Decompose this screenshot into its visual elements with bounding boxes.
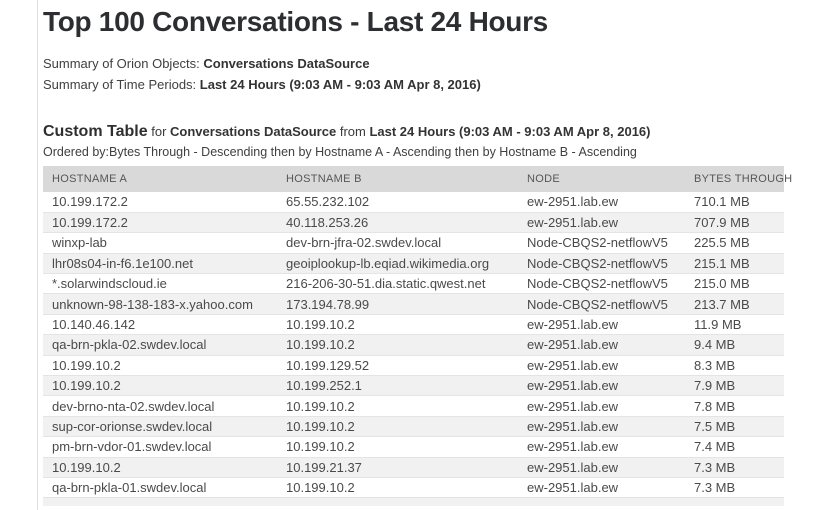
table-cell: 707.9 MB [685,212,784,234]
table-cell: Node-CBQS2-netflowV5 [518,293,685,315]
table-cell: ew-2951.lab.ew [518,375,685,397]
table-cell: 7.8 MB [685,395,784,417]
table-header-row: HOSTNAME A HOSTNAME B NODE BYTES THROUGH [43,166,792,192]
table-body: 10.199.172.2 65.55.232.102 ew-2951.lab.ew 7… [43,192,784,499]
column-header: HOSTNAME A [43,166,277,192]
table-cell: 7.5 MB [685,416,784,438]
table-row: dev-brno-nta-02.swdev.local 10.199.10.2 ew… [43,395,784,417]
table-row: lhr08s04-in-f6.1e100.net geoiplookup-lb.e… [43,253,784,275]
page-title: Top 100 Conversations - Last 24 Hours [43,6,548,37]
table-cell: unknown-98-138-183-x.yahoo.com [43,293,277,315]
table-cell: ew-2951.lab.ew [518,436,685,458]
summary-orion-objects-value: Conversations DataSource [203,56,370,71]
table-cell: dev-brn-jfra-02.swdev.local [277,232,518,254]
table-cell: ew-2951.lab.ew [518,395,685,417]
summary-time-periods-value: Last 24 Hours (9:03 AM - 9:03 AM Apr 8, … [199,77,481,92]
table-cell: dev-brno-nta-02.swdev.local [43,395,277,417]
table-cell: ew-2951.lab.ew [518,477,685,499]
table-cell: winxp-lab [43,232,277,254]
table-cell: 40.118.253.26 [277,212,518,234]
table-cell: 7.4 MB [685,436,784,458]
custom-table-heading-from: from [339,124,366,139]
table-cell: ew-2951.lab.ew [518,192,685,213]
table-cell: 10.199.10.2 [277,334,518,356]
table-cell: 710.1 MB [685,192,784,213]
table-row: pm-brn-vdor-01.swdev.local 10.199.10.2 ew-… [43,436,784,458]
column-header: BYTES THROUGH [685,166,792,192]
table-cell: 11.9 MB [685,314,784,336]
table-cell: pm-brn-vdor-01.swdev.local [43,436,277,458]
report-content-panel: Top 100 Conversations - Last 24 Hours Su… [37,0,816,510]
summary-orion-objects-label: Summary of Orion Objects: [43,56,200,71]
custom-table-heading-datasource: Conversations DataSource [170,124,337,139]
table-cell: qa-brn-pkla-01.swdev.local [43,477,277,499]
custom-table-heading-title: Custom Table [43,123,148,140]
table-cell: sup-cor-orionse.swdev.local [43,416,277,438]
table-cell: 10.199.129.52 [277,355,518,377]
table-cell: lhr08s04-in-f6.1e100.net [43,253,277,275]
summary-time-periods-label: Summary of Time Periods: [43,77,197,92]
table-cell: 10.199.10.2 [277,395,518,417]
report-summary: Summary of Orion Objects: Conversations … [43,53,816,95]
table-cell: Node-CBQS2-netflowV5 [518,232,685,254]
table-cell: 10.199.10.2 [277,314,518,336]
table-cell: 213.7 MB [685,293,784,315]
table-cell: Node-CBQS2-netflowV5 [518,273,685,295]
table-cell: Node-CBQS2-netflowV5 [518,253,685,275]
table-cell: 215.1 MB [685,253,784,275]
summary-orion-objects: Summary of Orion Objects: Conversations … [43,53,816,74]
table-cell: ew-2951.lab.ew [518,355,685,377]
table-cell: 10.199.172.2 [43,192,277,213]
table-cell: ew-2951.lab.ew [518,457,685,478]
table-cell: *.solarwindscloud.ie [43,273,277,295]
table-row: 10.199.172.2 65.55.232.102 ew-2951.lab.ew 7… [43,192,784,213]
table-cell: 7.9 MB [685,375,784,397]
table-cell: ew-2951.lab.ew [518,334,685,356]
table-row: qa-brn-pkla-01.swdev.local 10.199.10.2 ew-… [43,477,784,499]
custom-table-heading-period: Last 24 Hours (9:03 AM - 9:03 AM Apr 8, … [369,124,651,139]
table-cell: 10.199.252.1 [277,375,518,397]
custom-table-heading: Custom Table for Conversations DataSourc… [43,122,816,142]
table-row: *.solarwindscloud.ie 216-206-30-51.dia.st… [43,273,784,295]
table-cell: 7.3 MB [685,477,784,499]
table-row: winxp-lab dev-brn-jfra-02.swdev.local Node… [43,232,784,254]
table-cell: 10.199.21.37 [277,457,518,478]
table-cell: 7.3 MB [685,457,784,478]
partial-next-row [43,498,784,507]
custom-table-heading-for: for [151,124,167,139]
table-cell: 215.0 MB [685,273,784,295]
table-cell: 65.55.232.102 [277,192,518,213]
table-row: 10.199.172.2 40.118.253.26 ew-2951.lab.ew 7… [43,212,784,234]
table-cell: 10.199.10.2 [277,416,518,438]
table-row: 10.199.10.2 10.199.252.1 ew-2951.lab.ew 7.9… [43,375,784,397]
column-header: HOSTNAME B [277,166,518,192]
conversations-table: HOSTNAME A HOSTNAME B NODE BYTES THROUGH 10… [43,166,792,499]
table-row: qa-brn-pkla-02.swdev.local 10.199.10.2 ew-… [43,334,784,356]
table-row: 10.199.10.2 10.199.129.52 ew-2951.lab.ew 8.… [43,355,784,377]
table-cell: geoiplookup-lb.eqiad.wikimedia.org [277,253,518,275]
table-cell: ew-2951.lab.ew [518,416,685,438]
table-cell: 10.199.172.2 [43,212,277,234]
table-cell: 10.199.10.2 [277,477,518,499]
table-cell: 10.199.10.2 [43,457,277,478]
table-cell: 216-206-30-51.dia.static.qwest.net [277,273,518,295]
table-cell: ew-2951.lab.ew [518,212,685,234]
table-cell: 9.4 MB [685,334,784,356]
table-cell: 10.199.10.2 [43,375,277,397]
table-cell: 10.199.10.2 [277,436,518,458]
table-row: 10.140.46.142 10.199.10.2 ew-2951.lab.ew 11… [43,314,784,336]
ordered-by-line: Ordered by:Bytes Through - Descending th… [43,145,637,159]
table-cell: 8.3 MB [685,355,784,377]
summary-time-periods: Summary of Time Periods: Last 24 Hours (… [43,74,816,95]
table-cell: 10.199.10.2 [43,355,277,377]
table-cell: 225.5 MB [685,232,784,254]
table-cell: 173.194.78.99 [277,293,518,315]
table-cell: ew-2951.lab.ew [518,314,685,336]
table-cell: 10.140.46.142 [43,314,277,336]
table-row: sup-cor-orionse.swdev.local 10.199.10.2 ew… [43,416,784,438]
table-row: unknown-98-138-183-x.yahoo.com 173.194.78… [43,293,784,315]
table-row: 10.199.10.2 10.199.21.37 ew-2951.lab.ew 7.3… [43,457,784,478]
column-header: NODE [518,166,685,192]
table-cell: qa-brn-pkla-02.swdev.local [43,334,277,356]
